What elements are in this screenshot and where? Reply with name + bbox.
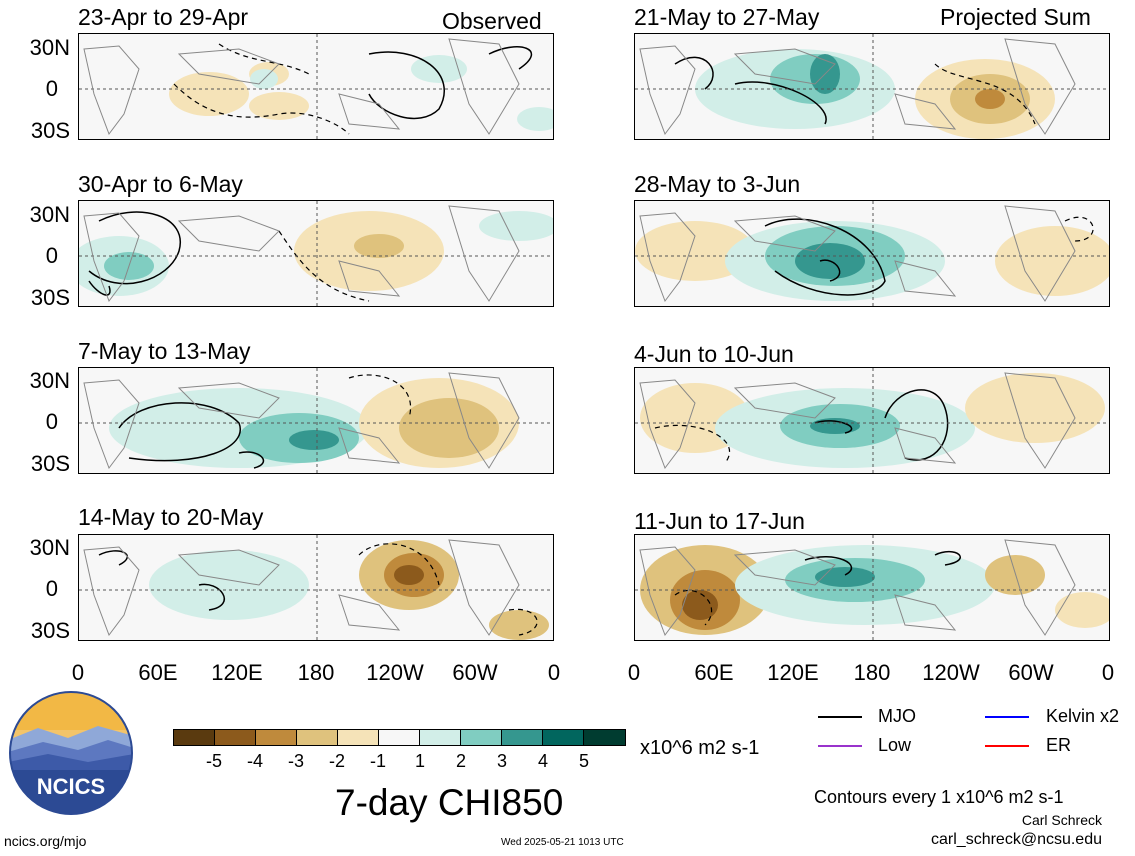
ncics-logo: NCICS	[8, 690, 134, 816]
panel-7-title: 4-Jun to 10-Jun	[634, 341, 794, 367]
lon-60e-right: 60E	[694, 660, 734, 685]
map-panel-5	[634, 33, 1110, 140]
colorbar-cell	[460, 729, 502, 746]
legend-label-mjo: MJO	[878, 706, 916, 726]
map-panel-1	[78, 33, 554, 140]
lon-120w-right: 120W	[922, 660, 980, 685]
lat-0-row3: 0	[45, 409, 58, 434]
panel-8-title: 11-Jun to 17-Jun	[634, 508, 805, 534]
legend-line-er	[985, 745, 1029, 747]
lon-60w-right: 60W	[1008, 660, 1054, 685]
author-email: carl_schreck@ncsu.edu	[931, 831, 1102, 848]
lat-30s-row4: 30S	[30, 618, 70, 643]
lat-30s-row2: 30S	[30, 285, 70, 310]
lon-120w-left: 120W	[366, 660, 424, 685]
lon-180-left: 180	[297, 660, 335, 685]
lon-0-left: 0	[71, 660, 85, 685]
panel-3-title: 7-May to 13-May	[78, 338, 251, 364]
lat-30n-row3: 30N	[29, 368, 70, 393]
panel-4-title: 14-May to 20-May	[78, 504, 264, 530]
panel-2-title: 30-Apr to 6-May	[78, 171, 243, 197]
panel-1-title: 23-Apr to 29-Apr	[78, 4, 249, 30]
timestamp: Wed 2025-05-21 1013 UTC	[501, 837, 624, 848]
projected-sum-label: Projected Sum	[940, 4, 1091, 30]
legend-label-low: Low	[878, 735, 912, 755]
author: Carl Schreck	[1021, 812, 1102, 828]
legend-label-kelvin: Kelvin x2	[1046, 706, 1120, 726]
colorbar-label: 2	[455, 751, 466, 771]
lon-180-right: 180	[853, 660, 891, 685]
lon-120e-left: 120E	[211, 660, 263, 685]
lat-30s-row1: 30S	[30, 118, 70, 143]
colorbar-cell	[296, 729, 338, 746]
colorbar-cell	[337, 729, 379, 746]
legend-line-mjo	[818, 716, 862, 718]
colorbar-label: -1	[369, 751, 386, 771]
lat-30n-row2: 30N	[29, 202, 70, 227]
lon-120e-right: 120E	[767, 660, 819, 685]
observed-label: Observed	[442, 8, 542, 34]
lon-60e-left: 60E	[138, 660, 178, 685]
legend-line-kelvin	[985, 716, 1029, 718]
colorbar-cell	[214, 729, 256, 746]
colorbar-label: 3	[496, 751, 507, 771]
lat-30n-row4: 30N	[29, 535, 70, 560]
lat-0-row4: 0	[45, 576, 58, 601]
colorbar-cell	[255, 729, 297, 746]
lat-0-row2: 0	[45, 243, 58, 268]
map-panel-3	[78, 367, 554, 474]
legend-line-low	[818, 745, 862, 747]
colorbar-units: x10^6 m2 s-1	[640, 737, 760, 759]
colorbar-label: -2	[328, 751, 345, 771]
colorbar-label: 5	[578, 751, 589, 771]
map-panel-7	[634, 367, 1110, 474]
colorbar-label: -4	[246, 751, 263, 771]
colorbar-cell	[501, 729, 543, 746]
colorbar-cell	[419, 729, 461, 746]
contours-note: Contours every 1 x10^6 m2 s-1	[814, 787, 1064, 807]
lon-60w-left: 60W	[452, 660, 498, 685]
panel-6-title: 28-May to 3-Jun	[634, 171, 801, 197]
panel-5-title: 21-May to 27-May	[634, 4, 820, 30]
map-panel-2	[78, 200, 554, 307]
map-panel-6	[634, 200, 1110, 307]
map-panel-8	[634, 534, 1110, 641]
colorbar-cell	[378, 729, 420, 746]
legend-label-er: ER	[1046, 735, 1072, 755]
colorbar-cell	[173, 729, 215, 746]
map-panel-4	[78, 534, 554, 641]
colorbar-cell	[542, 729, 584, 746]
colorbar-label: 1	[414, 751, 425, 771]
lat-30n-row1: 30N	[29, 35, 70, 60]
lon-0e-left: 0	[547, 660, 561, 685]
lon-0-right: 0	[627, 660, 641, 685]
lon-0e-right: 0	[1101, 660, 1115, 685]
colorbar-label: -3	[287, 751, 304, 771]
logo-text: NCICS	[37, 774, 105, 799]
colorbar-cell	[583, 729, 626, 746]
site-url: ncics.org/mjo	[4, 833, 87, 849]
main-title: 7-day CHI850	[335, 782, 564, 823]
lat-30s-row3: 30S	[30, 451, 70, 476]
lat-0-row1: 0	[45, 76, 58, 101]
colorbar-label: -5	[205, 751, 222, 771]
colorbar-label: 4	[537, 751, 548, 771]
